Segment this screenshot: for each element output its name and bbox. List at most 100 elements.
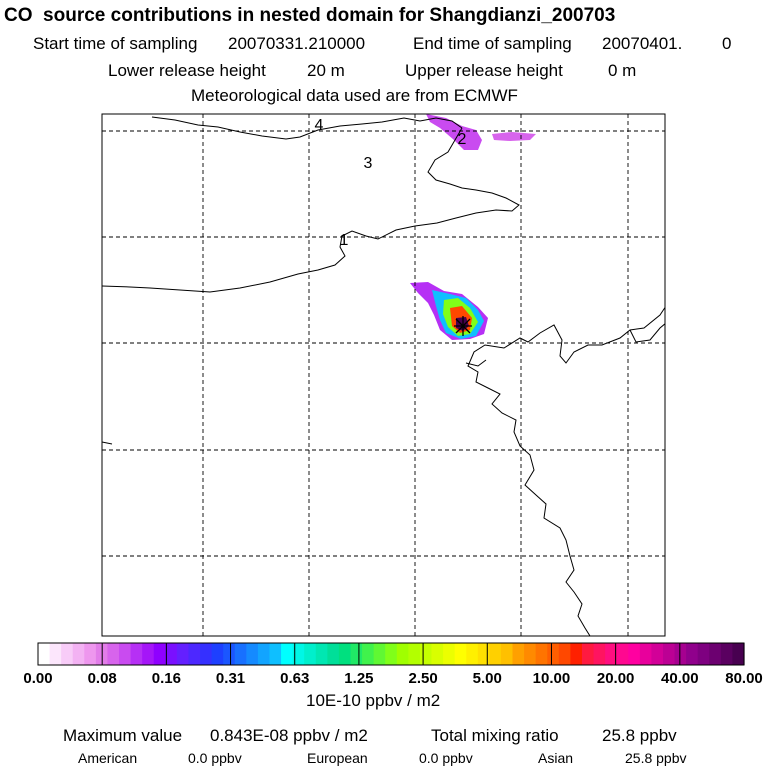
colorbar-swatch — [362, 643, 375, 665]
colorbar-swatch — [732, 643, 745, 665]
colorbar-unit: 10E-10 ppbv / m2 — [306, 691, 441, 710]
map-label-2: 2 — [458, 131, 467, 148]
map-frame — [101, 113, 666, 637]
start-time-label: Start time of sampling — [33, 34, 198, 53]
colorbar-swatch — [49, 643, 62, 665]
colorbar-swatch — [327, 643, 340, 665]
colorbar-swatch — [72, 643, 85, 665]
colorbar-swatch — [130, 643, 143, 665]
colorbar-swatch — [304, 643, 317, 665]
colorbar-tick-label: 0.08 — [87, 670, 117, 687]
colorbar-swatch — [84, 643, 97, 665]
map-label-4: 4 — [315, 117, 324, 134]
colorbar-swatch — [431, 643, 444, 665]
total-mixing-label: Total mixing ratio — [431, 726, 559, 745]
south-border — [102, 441, 113, 445]
colorbar-swatch — [385, 643, 398, 665]
plume-contour-north — [426, 114, 482, 150]
colorbar-swatch — [234, 643, 247, 665]
colorbar-swatch — [697, 643, 710, 665]
colorbar-swatch — [107, 643, 120, 665]
european-value: 0.0 ppbv — [419, 750, 473, 766]
colorbar-swatch — [419, 643, 433, 665]
colorbar-swatch — [408, 643, 421, 665]
colorbar-swatch — [489, 643, 502, 665]
american-value: 0.0 ppbv — [188, 750, 242, 766]
european-label: European — [307, 750, 368, 766]
receptor-marker — [454, 316, 472, 336]
colorbar-tick-label: 1.25 — [344, 670, 374, 687]
peninsula-outline — [629, 323, 665, 343]
colorbar-swatch — [524, 643, 537, 665]
colorbar-swatch — [639, 643, 653, 665]
end-time-value: 20070401. — [602, 34, 683, 53]
upper-height-value: 0 m — [608, 61, 637, 80]
asian-value: 25.8 ppbv — [625, 750, 687, 766]
colorbar-swatch — [512, 643, 525, 665]
colorbar-swatch — [662, 643, 676, 665]
colorbar-tick-label: 20.00 — [596, 670, 635, 687]
colorbar-swatch — [558, 643, 571, 665]
plume-field — [410, 114, 536, 340]
colorbar-swatch — [211, 643, 224, 665]
colorbar-swatch — [628, 643, 641, 665]
map-label-3: 3 — [364, 155, 373, 172]
colorbar-swatch — [720, 643, 734, 665]
colorbar-border — [37, 642, 745, 666]
max-value-label: Maximum value — [63, 726, 183, 745]
map-label-1: 1 — [340, 232, 349, 249]
colorbar-swatch — [443, 643, 456, 665]
colorbar-swatch — [651, 643, 664, 665]
colorbar-swatch — [350, 643, 363, 665]
colorbar-swatch — [281, 643, 294, 665]
colorbar-tick-label: 40.00 — [661, 670, 699, 687]
central-border — [102, 127, 520, 293]
colorbar-swatch — [477, 643, 490, 665]
colorbar-swatch — [709, 643, 722, 665]
chart-title: CO source contributions in nested domain… — [4, 5, 616, 26]
start-time-value: 20070331.210000 — [228, 34, 366, 53]
colorbar-swatch — [142, 643, 155, 665]
colorbar-tick-label: 0.31 — [215, 670, 246, 687]
asian-label: Asian — [538, 750, 574, 766]
american-label: American — [78, 750, 138, 766]
receptor-marker-d2 — [455, 318, 471, 334]
colorbar-swatch — [61, 643, 74, 665]
total-mixing-value: 25.8 ppbv — [602, 726, 677, 745]
colorbar-swatch — [466, 643, 479, 665]
colorbar-swatch — [396, 643, 409, 665]
colorbar-tick-label: 0.16 — [151, 670, 181, 687]
colorbar-swatch — [269, 643, 282, 665]
coastlines — [102, 116, 665, 636]
colorbar-swatch — [373, 643, 386, 665]
upper-height-label: Upper release height — [405, 61, 563, 80]
colorbar-swatch — [686, 643, 699, 665]
colorbar-swatch — [535, 643, 548, 665]
lower-height-label: Lower release height — [108, 61, 266, 80]
colorbar — [37, 642, 745, 666]
colorbar-swatch — [593, 643, 606, 665]
colorbar-swatch — [547, 643, 560, 665]
plume-contour-north-east — [492, 132, 536, 141]
coast-inlet — [465, 359, 487, 367]
east-coastline — [467, 306, 665, 636]
colorbar-swatch — [605, 643, 618, 665]
end-time-extra: 0 — [722, 34, 732, 53]
colorbar-swatch — [188, 643, 201, 665]
colorbar-swatch — [315, 643, 328, 665]
colorbar-tick-label: 0.63 — [280, 670, 310, 687]
colorbar-swatch — [674, 643, 687, 665]
colorbar-swatch — [500, 643, 514, 665]
colorbar-tick-label: 80.00 — [725, 670, 763, 687]
grid-lines — [102, 114, 665, 636]
colorbar-swatch — [223, 643, 236, 665]
colorbar-swatch — [257, 643, 271, 665]
northern-boundary — [151, 116, 463, 140]
colorbar-swatch — [119, 643, 132, 665]
colorbar-tick-label: 2.50 — [408, 670, 438, 687]
colorbar-swatch — [454, 643, 467, 665]
end-time-label: End time of sampling — [413, 34, 572, 53]
colorbar-swatch — [176, 643, 190, 665]
colorbar-tick-label: 5.00 — [472, 670, 502, 687]
colorbar-tick-label: 0.00 — [23, 670, 53, 687]
